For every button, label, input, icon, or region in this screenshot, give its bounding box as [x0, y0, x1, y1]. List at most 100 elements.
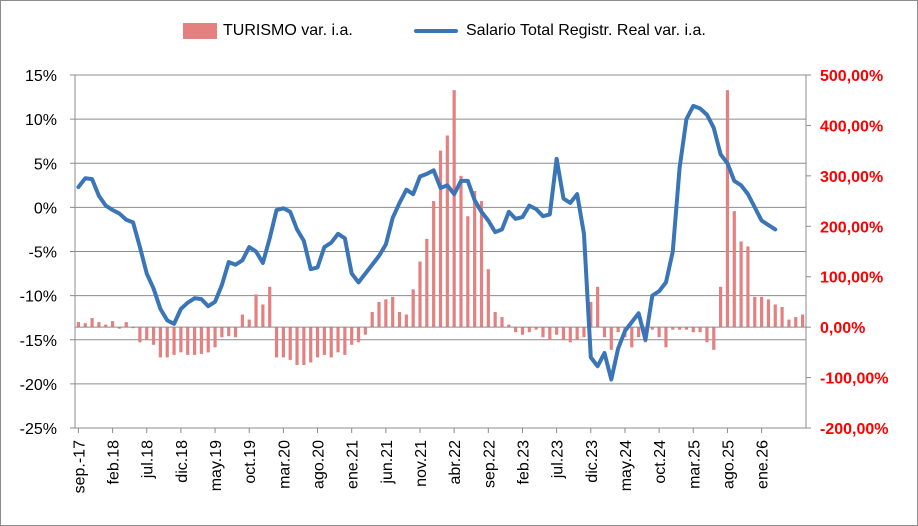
turismo-bar	[254, 294, 258, 328]
x-tick-label: dic.23	[584, 440, 601, 483]
turismo-bar	[534, 327, 538, 330]
x-tick-label: oct.24	[652, 440, 669, 484]
turismo-bar	[206, 327, 210, 353]
x-tick-label: oct.19	[242, 440, 259, 484]
turismo-bar	[514, 327, 518, 333]
turismo-bar	[418, 261, 422, 328]
right-tick-label: 200,00%	[820, 219, 883, 236]
turismo-bar	[309, 327, 313, 363]
turismo-bar	[753, 296, 757, 328]
turismo-bar	[247, 319, 251, 328]
turismo-bar	[794, 317, 798, 328]
turismo-bar	[732, 211, 736, 328]
right-tick-label: 500,00%	[820, 68, 883, 85]
turismo-bar	[192, 327, 197, 355]
turismo-bar	[705, 327, 709, 343]
turismo-bar	[582, 327, 586, 338]
turismo-bar	[179, 327, 183, 353]
turismo-bar	[391, 296, 395, 328]
turismo-bar	[158, 327, 162, 358]
left-tick-label: 10%	[25, 112, 57, 129]
turismo-bar	[773, 304, 777, 328]
turismo-bar	[589, 301, 593, 328]
turismo-bar	[719, 286, 723, 328]
turismo-bar	[117, 327, 122, 329]
x-tick-label: may.24	[618, 440, 635, 491]
turismo-bar	[322, 327, 326, 355]
turismo-bar	[486, 269, 490, 328]
turismo-bar	[479, 201, 484, 328]
legend-item-turismo: TURISMO var. i.a.	[183, 18, 353, 44]
x-tick-label: ago.25	[720, 440, 737, 489]
x-tick-label: jul.18	[140, 440, 157, 479]
turismo-bar	[637, 327, 641, 338]
turismo-bar	[766, 299, 771, 328]
left-tick-label: -25%	[20, 421, 57, 438]
turismo-bar	[432, 201, 436, 328]
turismo-bar	[616, 327, 620, 333]
turismo-bar	[712, 327, 716, 350]
turismo-bar	[746, 246, 750, 328]
x-tick-label: ene.26	[755, 440, 772, 489]
turismo-bar	[759, 296, 764, 328]
turismo-bar	[404, 314, 408, 328]
x-tick-label: mar.25	[686, 440, 703, 489]
turismo-bar	[691, 327, 695, 333]
x-tick-label: sep.-17	[71, 440, 88, 493]
left-tick-label: -15%	[20, 333, 57, 350]
turismo-bar	[445, 135, 449, 328]
x-tick-label: jul.23	[550, 440, 567, 479]
turismo-bar	[466, 216, 470, 328]
right-tick-label: -100,00%	[820, 371, 889, 388]
turismo-bar	[145, 327, 149, 340]
turismo-bar	[459, 175, 463, 328]
turismo-bar	[281, 327, 285, 358]
turismo-bar	[384, 299, 388, 328]
x-tick-label: ago.20	[311, 440, 328, 489]
turismo-bar	[315, 327, 320, 358]
turismo-bar	[609, 327, 613, 350]
turismo-bar	[97, 322, 101, 328]
turismo-bar	[329, 327, 333, 358]
turismo-bar	[397, 312, 402, 328]
turismo-bar	[548, 327, 552, 340]
turismo-bar	[800, 314, 805, 328]
left-tick-label: 0%	[34, 200, 57, 217]
turismo-bar	[240, 314, 244, 328]
turismo-bar	[268, 286, 272, 328]
turismo-bar	[698, 327, 702, 333]
legend-item-salario: Salario Total Registr. Real var. i.a.	[414, 18, 706, 44]
turismo-bar	[787, 319, 791, 328]
turismo-bar	[630, 327, 634, 348]
turismo-bar	[274, 327, 279, 358]
legend-label-turismo: TURISMO var. i.a.	[223, 22, 353, 39]
turismo-bar	[151, 327, 156, 345]
left-tick-label: -10%	[20, 289, 57, 306]
turismo-bar	[186, 327, 190, 355]
right-tick-label: 400,00%	[820, 118, 883, 135]
left-tick-label: -5%	[29, 245, 57, 262]
left-tick-label: 15%	[25, 68, 57, 85]
turismo-bar	[110, 321, 115, 328]
turismo-bar	[343, 327, 347, 355]
turismo-bar	[780, 306, 784, 328]
turismo-bar	[527, 327, 531, 333]
turismo-bar	[261, 304, 265, 328]
turismo-bar	[165, 327, 169, 358]
turismo-bar	[295, 327, 299, 365]
turismo-bar	[650, 327, 654, 330]
x-tick-label: feb.18	[106, 440, 123, 485]
turismo-bar	[452, 90, 456, 328]
turismo-bar	[657, 327, 661, 338]
turismo-bar	[172, 327, 176, 355]
x-tick-label: ene.21	[345, 440, 362, 489]
turismo-bar	[302, 327, 306, 365]
turismo-bar	[596, 286, 600, 328]
turismo-bar	[288, 327, 292, 360]
turismo-bar	[199, 327, 203, 354]
turismo-bar	[493, 312, 497, 328]
turismo-bar	[336, 327, 340, 353]
turismo-bar	[377, 301, 381, 328]
x-tick-label: jun.21	[379, 440, 396, 485]
